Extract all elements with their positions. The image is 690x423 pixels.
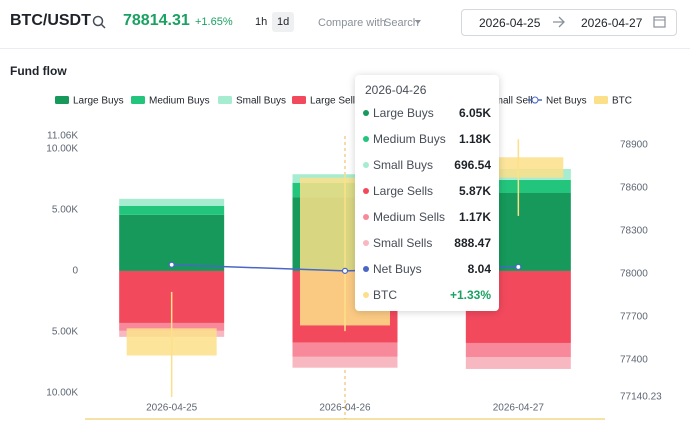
candle-body bbox=[126, 328, 217, 356]
tooltip-value: 5.87K bbox=[458, 184, 491, 198]
x-tick-label: 2026-04-27 bbox=[493, 403, 545, 414]
legend-swatch bbox=[531, 96, 539, 104]
legend-item[interactable]: Net Buys bbox=[528, 96, 587, 107]
tooltip-dot bbox=[363, 266, 369, 272]
bar bbox=[119, 205, 225, 215]
tooltip-dot bbox=[363, 292, 369, 298]
tooltip-row: BTC +1.33% bbox=[363, 288, 491, 302]
tooltip-name: Net Buys bbox=[373, 262, 422, 276]
legend-label: Large Sells bbox=[310, 96, 360, 107]
price: 78814.31 bbox=[123, 12, 190, 29]
tooltip-name: Medium Sells bbox=[373, 210, 446, 224]
legend-label: BTC bbox=[612, 96, 632, 107]
chart-title: Fund flow bbox=[10, 64, 67, 78]
date-to[interactable]: 2026-04-27 bbox=[581, 16, 643, 30]
tooltip-name: Small Buys bbox=[373, 158, 434, 172]
legend-swatch bbox=[131, 96, 145, 104]
legend-swatch bbox=[292, 96, 306, 104]
legend-item[interactable]: Small Buys bbox=[218, 96, 286, 107]
tooltip: 2026-04-26 Large Buys 6.05K Medium Buys 1.1… bbox=[355, 75, 499, 311]
tooltip-value: +1.33% bbox=[449, 288, 491, 302]
y2-tick-label: 77700 bbox=[620, 311, 648, 322]
tooltip-name: Small Sells bbox=[373, 236, 433, 250]
tooltip-date: 2026-04-26 bbox=[365, 83, 427, 97]
tooltip-name: Large Sells bbox=[373, 184, 434, 198]
tooltip-value: 888.47 bbox=[454, 236, 491, 250]
legend-swatch bbox=[55, 96, 69, 104]
pair[interactable]: BTC/USDT bbox=[10, 12, 91, 29]
net-point bbox=[515, 263, 522, 271]
tooltip-dot bbox=[363, 240, 369, 246]
tooltip-row: Net Buys 8.04 bbox=[363, 262, 491, 276]
bar bbox=[119, 198, 225, 206]
calendar-icon[interactable] bbox=[653, 15, 666, 28]
y2-tick-label: 78000 bbox=[620, 269, 648, 280]
net-point bbox=[168, 261, 175, 268]
compare-label: Compare with bbox=[318, 17, 386, 29]
date-from[interactable]: 2026-04-25 bbox=[479, 16, 541, 30]
legend-item[interactable]: BTC bbox=[594, 96, 632, 107]
tooltip-value: 6.05K bbox=[458, 106, 491, 120]
y2-tick-label: 77400 bbox=[620, 354, 648, 365]
bar bbox=[465, 357, 571, 369]
tooltip-row: Small Buys 696.54 bbox=[363, 158, 491, 172]
tooltip-name: Medium Buys bbox=[373, 132, 446, 146]
tooltip-dot bbox=[363, 136, 369, 142]
bar bbox=[119, 214, 225, 271]
tooltip-row: Medium Buys 1.18K bbox=[363, 132, 491, 146]
tooltip-value: 1.18K bbox=[458, 132, 491, 146]
y2-tick-label: 78300 bbox=[620, 226, 648, 237]
arrow bbox=[553, 16, 565, 28]
legend-item[interactable]: Large Sells bbox=[292, 96, 360, 107]
legend-swatch bbox=[594, 96, 608, 104]
legend-label: Small Buys bbox=[236, 96, 286, 107]
tooltip-row: Small Sells 888.47 bbox=[363, 236, 491, 250]
tooltip-value: 8.04 bbox=[467, 262, 491, 276]
legend-swatch bbox=[218, 96, 232, 104]
interval[interactable]: 1d bbox=[272, 12, 295, 32]
tooltip-value: 696.54 bbox=[454, 158, 491, 172]
legend-label: Medium Buys bbox=[149, 96, 210, 107]
price-change: +1.65% bbox=[195, 16, 233, 28]
net-point bbox=[341, 267, 349, 274]
bar bbox=[292, 342, 398, 357]
caret bbox=[415, 20, 421, 24]
tooltip-row: Large Sells 5.87K bbox=[363, 184, 491, 198]
tooltip-row: Medium Sells 1.17K bbox=[363, 210, 491, 224]
divider bbox=[0, 48, 690, 49]
interval[interactable]: 1h bbox=[255, 16, 268, 28]
legend-item[interactable]: Large Buys bbox=[55, 96, 124, 107]
search-select[interactable]: Search bbox=[384, 17, 419, 29]
y2-tick-label: 78600 bbox=[620, 183, 648, 194]
legend-label: Net Buys bbox=[546, 96, 587, 107]
legend-item[interactable]: Medium Buys bbox=[131, 96, 210, 107]
y-tick-label: 5.00K bbox=[52, 205, 78, 216]
legend-label: Large Buys bbox=[73, 96, 124, 107]
y-tick-label: 5.00K bbox=[52, 327, 78, 338]
tooltip-dot bbox=[363, 110, 369, 116]
tooltip-dot bbox=[363, 188, 369, 194]
tooltip-dot bbox=[363, 162, 369, 168]
x-tick-label: 2026-04-25 bbox=[146, 403, 198, 414]
tooltip-name: BTC bbox=[373, 288, 397, 302]
y-tick-label: 10.00K bbox=[46, 388, 78, 399]
date-range[interactable] bbox=[461, 9, 677, 36]
y2-tick-label: 78900 bbox=[620, 140, 648, 151]
search-icon[interactable] bbox=[92, 15, 106, 29]
legend-label: Small Sells bbox=[488, 96, 537, 107]
tooltip-row: Large Buys 6.05K bbox=[363, 106, 491, 120]
bar bbox=[465, 342, 571, 358]
y-tick-label: 10.00K bbox=[46, 144, 78, 155]
tooltip-value: 1.17K bbox=[458, 210, 491, 224]
y-tick-label: 0 bbox=[72, 266, 78, 277]
tooltip-dot bbox=[363, 214, 369, 220]
bar bbox=[292, 356, 398, 368]
tooltip-name: Large Buys bbox=[373, 106, 434, 120]
y-tick-label: 11.06K bbox=[47, 131, 78, 142]
y2-tick-label: 77140.23 bbox=[620, 392, 662, 403]
